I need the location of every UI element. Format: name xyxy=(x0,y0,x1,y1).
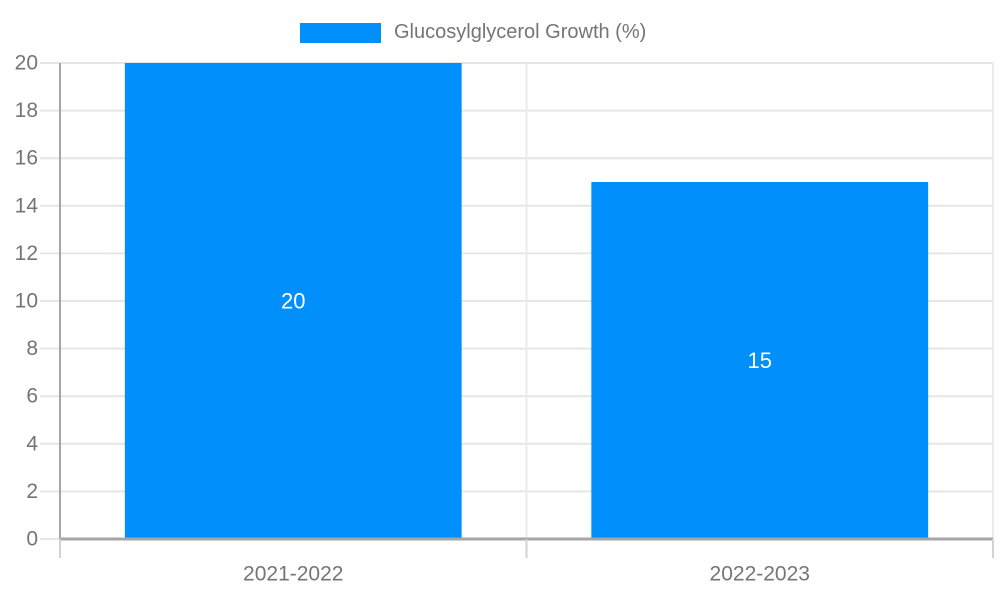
y-tick-label: 10 xyxy=(15,290,38,313)
y-tick-label: 0 xyxy=(26,528,38,551)
y-tick-label: 18 xyxy=(15,99,38,122)
bar-value-label: 20 xyxy=(281,289,305,314)
y-tick-label: 16 xyxy=(15,147,38,170)
x-tick-label: 2021-2022 xyxy=(243,563,343,586)
y-tick-label: 8 xyxy=(26,337,38,360)
y-tick-label: 4 xyxy=(26,432,38,455)
bar-value-label: 15 xyxy=(748,348,772,373)
legend-label: Glucosylglycerol Growth (%) xyxy=(394,21,647,43)
y-tick-label: 20 xyxy=(15,52,38,75)
y-tick-label: 2 xyxy=(26,480,38,503)
legend-swatch xyxy=(300,22,381,43)
legend[interactable]: Glucosylglycerol Growth (%) xyxy=(300,22,646,43)
y-tick-label: 14 xyxy=(15,194,39,217)
y-tick-label: 6 xyxy=(26,385,38,408)
x-tick-label: 2022-2023 xyxy=(710,563,810,586)
bar[interactable] xyxy=(124,63,462,539)
y-tick-label: 12 xyxy=(15,242,38,265)
bar[interactable] xyxy=(591,182,929,539)
